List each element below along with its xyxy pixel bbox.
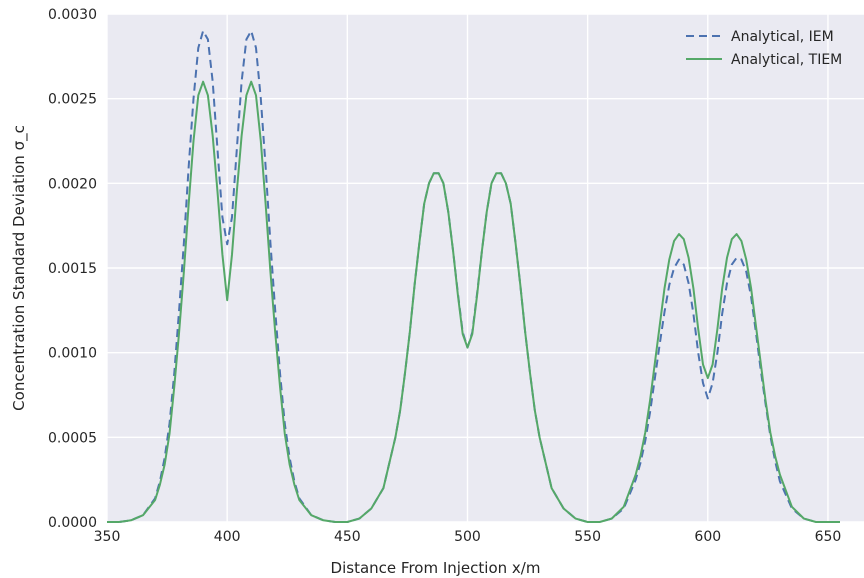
y-tick-label: 0.0030 (48, 7, 97, 23)
y-tick-label: 0.0025 (48, 92, 97, 108)
x-tick-label: 650 (815, 529, 842, 545)
y-axis-label: Concentration Standard Deviation σ_c (10, 125, 29, 411)
y-tick-label: 0.0005 (48, 430, 97, 446)
x-tick-label: 500 (454, 529, 481, 545)
x-tick-label: 450 (334, 529, 361, 545)
y-tick-label: 0.0010 (48, 346, 97, 362)
x-tick-label: 550 (574, 529, 601, 545)
y-tick-label: 0.0015 (48, 261, 97, 277)
y-tick-label: 0.0020 (48, 176, 97, 192)
legend-label: Analytical, IEM (731, 29, 834, 45)
data-series (107, 29, 840, 523)
tick-labels: 350 400 450 500 550 600 650 0.0000 0.0005 0.0010 0… (48, 7, 841, 545)
y-tick-label: 0.0000 (48, 515, 97, 531)
legend-label: Analytical, TIEM (731, 52, 842, 68)
grid-lines (106, 13, 864, 523)
x-tick-label: 400 (214, 529, 241, 545)
x-tick-label: 600 (694, 529, 721, 545)
legend: Analytical, IEM Analytical, TIEM (686, 29, 842, 68)
x-tick-label: 350 (94, 529, 121, 545)
x-axis-label: Distance From Injection x/m (331, 559, 541, 577)
series-line-2 (107, 80, 840, 523)
series-line-1 (107, 29, 840, 523)
